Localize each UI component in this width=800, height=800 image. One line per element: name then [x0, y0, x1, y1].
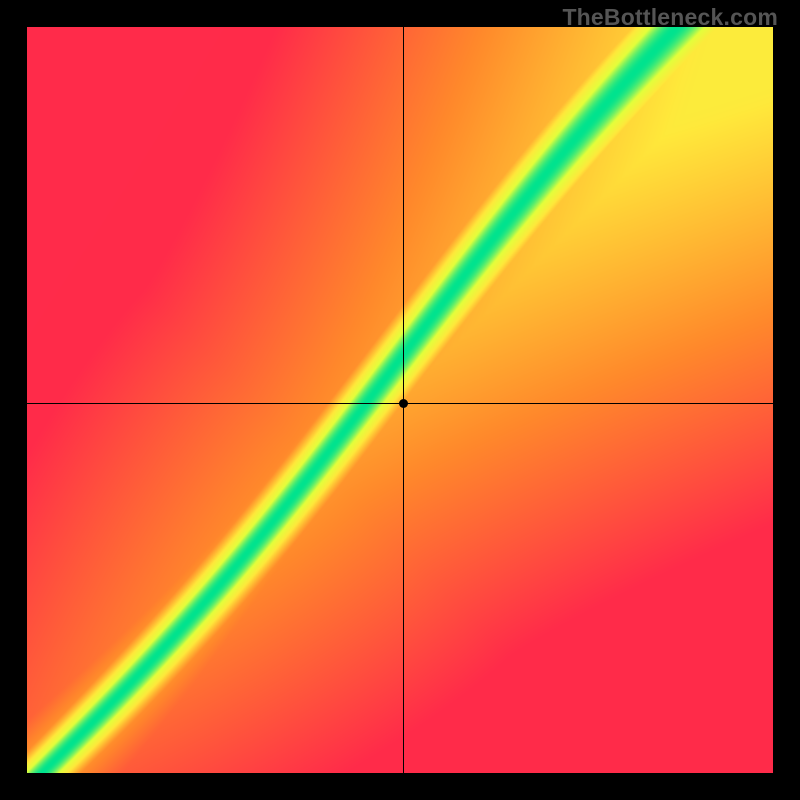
- chart-container: TheBottleneck.com: [0, 0, 800, 800]
- watermark-text: TheBottleneck.com: [562, 4, 778, 31]
